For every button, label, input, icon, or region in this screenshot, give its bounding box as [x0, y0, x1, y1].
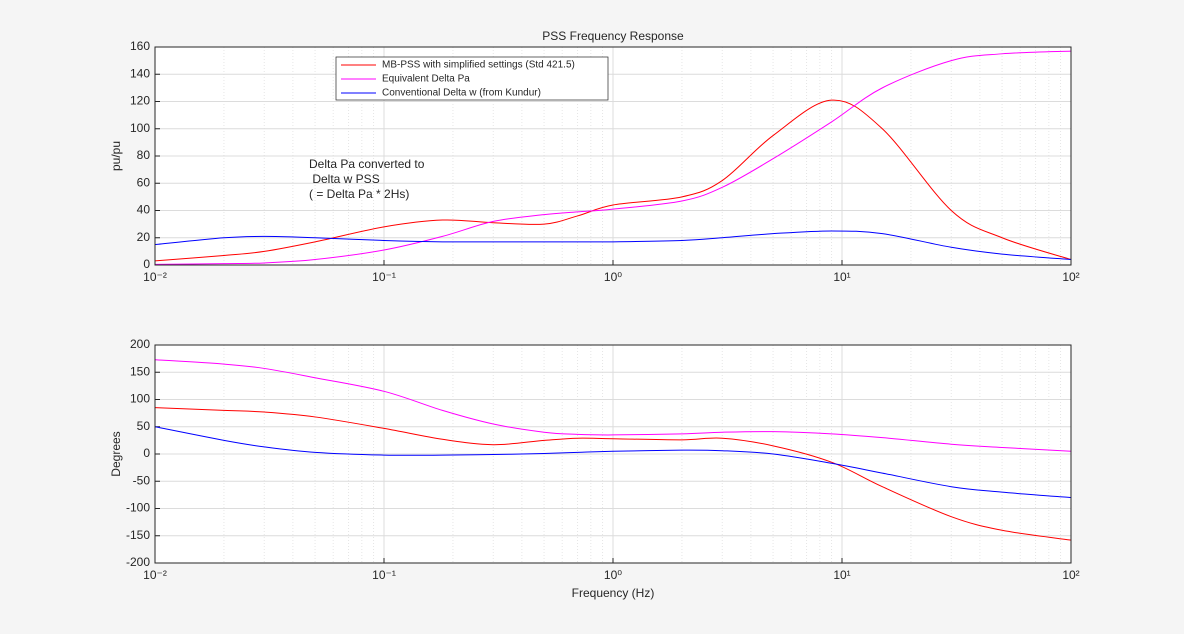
y-tick-label: -50: [133, 473, 151, 487]
x-tick-label: 10²: [1062, 568, 1079, 582]
x-tick-label: 10⁻²: [143, 270, 167, 284]
y-tick-label: 20: [137, 230, 151, 244]
y-tick-label: 100: [130, 121, 150, 135]
series-line: [154, 50, 1072, 265]
x-tick-label: 10⁻¹: [372, 270, 396, 284]
legend-label: Equivalent Delta Pa: [382, 74, 470, 85]
annotation: ( = Delta Pa * 2Hs): [309, 187, 409, 201]
legend-label: MB-PSS with simplified settings (Std 421…: [382, 60, 575, 71]
y-tick-label: 40: [137, 203, 151, 217]
x-tick-label: 10¹: [833, 270, 850, 284]
legend-label: Conventional Delta w (from Kundur): [382, 88, 541, 99]
y-tick-label: 120: [130, 94, 150, 108]
y-axis-label: pu/pu: [109, 141, 123, 171]
x-tick-label: 10¹: [833, 568, 850, 582]
y-tick-label: 0: [143, 446, 150, 460]
series-line: [154, 230, 1072, 261]
axes-box: [154, 46, 1072, 266]
y-tick-label: -150: [126, 528, 150, 542]
y-axis-label: Degrees: [109, 431, 123, 476]
y-tick-label: 60: [137, 175, 151, 189]
series-line: [154, 426, 1072, 499]
y-tick-label: 150: [130, 364, 150, 378]
y-tick-label: 160: [130, 39, 150, 53]
annotation: Delta w PSS: [309, 172, 380, 186]
legend-box: [335, 56, 609, 101]
axes-box: [154, 344, 1072, 564]
y-tick-label: 140: [130, 66, 150, 80]
x-tick-label: 10²: [1062, 270, 1079, 284]
y-tick-label: 100: [130, 392, 150, 406]
y-tick-label: -200: [126, 555, 150, 569]
x-axis-label: Frequency (Hz): [572, 586, 655, 600]
x-tick-label: 10⁰: [604, 568, 622, 582]
y-tick-label: 50: [137, 419, 151, 433]
x-tick-label: 10⁰: [604, 270, 622, 284]
x-tick-label: 10⁻¹: [372, 568, 396, 582]
y-tick-label: 200: [130, 337, 150, 351]
y-tick-label: 0: [143, 257, 150, 271]
series-line: [154, 99, 1072, 262]
y-tick-label: -100: [126, 501, 150, 515]
x-tick-label: 10⁻²: [143, 568, 167, 582]
y-tick-label: 80: [137, 148, 151, 162]
series-line: [154, 407, 1072, 541]
chart-title: PSS Frequency Response: [542, 29, 684, 43]
series-line: [154, 359, 1072, 452]
annotation: Delta Pa converted to: [309, 157, 425, 171]
